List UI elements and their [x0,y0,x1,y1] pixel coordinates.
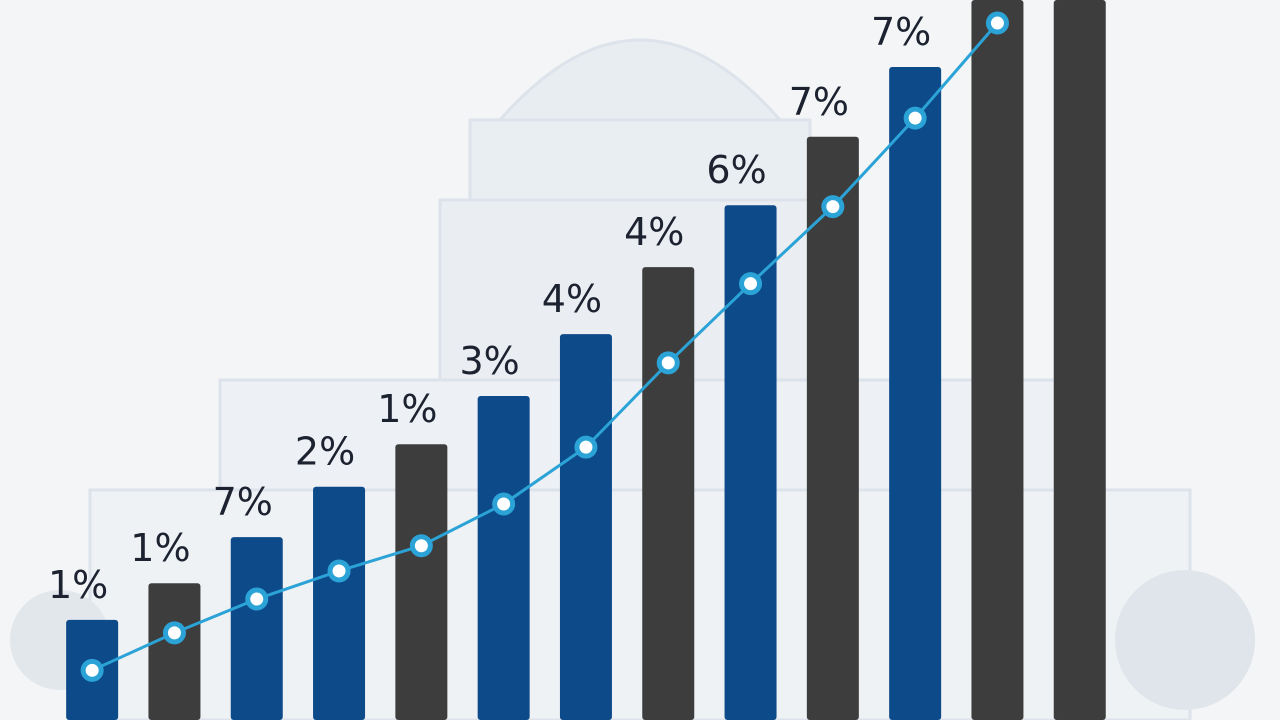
line-point [409,534,433,558]
bar [724,205,777,720]
bar-label: 3% [460,339,520,383]
bar-label: 1% [48,563,108,607]
bar [642,267,695,720]
bar [313,486,366,720]
bar [148,583,201,720]
bar [477,396,530,720]
line-point [327,559,351,583]
bar-label: 1% [377,387,437,431]
line-point [656,351,680,375]
line-point [80,658,104,682]
line-point [492,492,516,516]
bar-label: 2% [295,430,355,474]
line-point [739,272,763,296]
line-point [903,106,927,130]
bar [971,0,1024,720]
bar [395,444,448,720]
bar-label: 7% [213,480,273,524]
line-point [821,195,845,219]
bar-label: 4% [542,277,602,321]
bar [230,537,283,720]
line-point [245,587,269,611]
line-point [162,621,186,645]
bar-label: 7% [789,80,849,124]
bar-label: 6% [706,148,766,192]
bar [1053,0,1106,720]
bar-label: 7% [871,10,931,54]
bar [889,66,942,720]
line-point [574,435,598,459]
line-point [985,11,1009,35]
bar [559,334,612,720]
bar [806,136,859,720]
trend-line [91,22,999,672]
bar-label: 1% [130,526,190,570]
bar-label: 4% [624,210,684,254]
